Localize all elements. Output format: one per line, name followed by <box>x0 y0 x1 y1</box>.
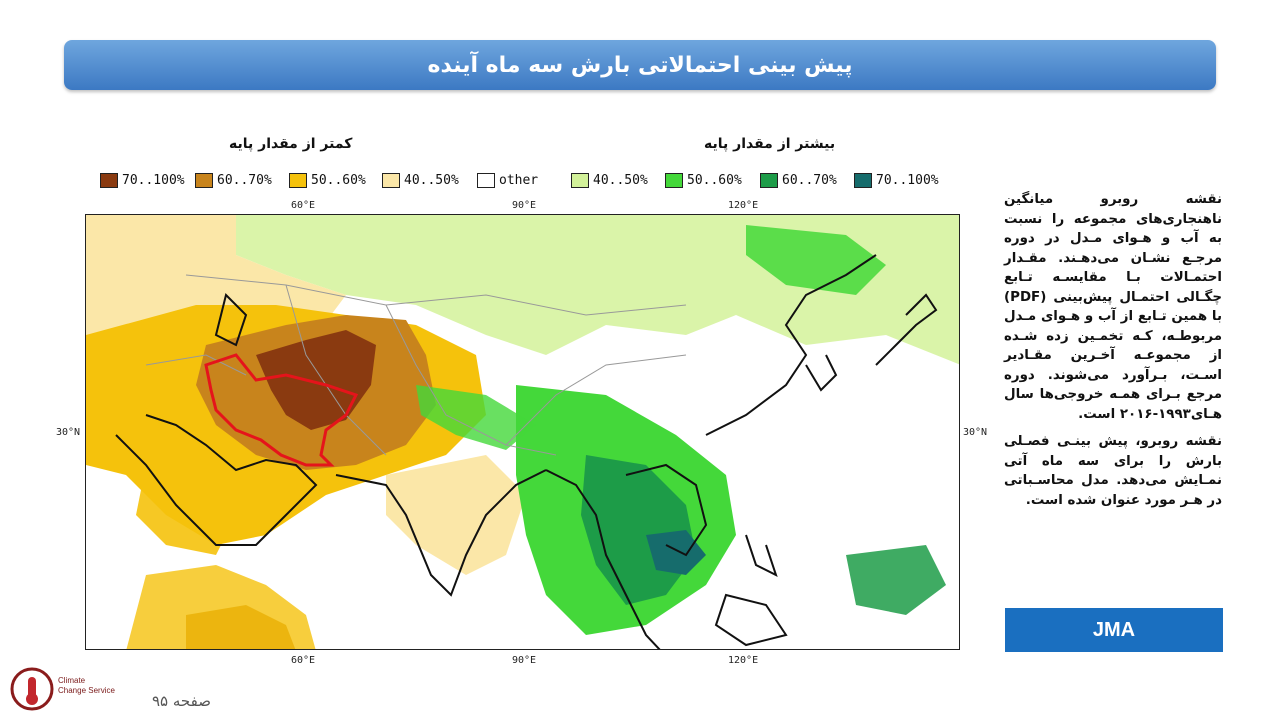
coastlines <box>115 254 938 649</box>
lon-tick-90-bottom: 90°E <box>512 655 537 666</box>
iran-border-highlight <box>204 353 359 467</box>
legend-label: 50..60% <box>687 172 742 188</box>
legend-label: 70..100% <box>876 172 939 188</box>
legend-swatch <box>665 172 683 188</box>
legend-swatch <box>100 172 118 188</box>
border-line <box>385 304 557 456</box>
lat-tick-30-left: 30°N <box>56 427 81 438</box>
climate-change-service-logo: Climate Change Service <box>6 665 136 717</box>
legend-label: 60..70% <box>782 172 837 188</box>
model-label: JMA <box>1092 618 1136 641</box>
legend-item-other: other <box>477 171 538 189</box>
yellow-region-south <box>126 565 316 649</box>
description-paragraph-2: نقشه روبرو، پیش بینـی فصـلی بارش را برای… <box>1004 434 1222 508</box>
logo-line-1: Climate <box>58 676 86 685</box>
lon-tick-120: 120°E <box>728 200 759 211</box>
legend-item-above-60-70: 60..70% <box>760 171 837 189</box>
description-panel: نقشه روبرو میانگین ناهنجاری‌های مجموعه ر… <box>1004 190 1222 518</box>
legend-item-below-50-60: 50..60% <box>289 171 366 189</box>
lon-tick-90: 90°E <box>512 200 537 211</box>
teal-region-indochina <box>646 530 706 575</box>
legend-item-above-40-50: 40..50% <box>571 171 648 189</box>
coastline-southeast-asia <box>545 469 661 649</box>
legend-label: 40..50% <box>593 172 648 188</box>
coastline-japan <box>875 293 938 366</box>
coastline-caspian <box>214 293 248 347</box>
legend-label: 60..70% <box>217 172 272 188</box>
border-line <box>505 354 687 446</box>
logo-graphic: Climate Change Service <box>10 667 115 711</box>
green-region-tibet <box>416 385 536 450</box>
coastline-borneo <box>714 593 788 647</box>
legend-swatch <box>382 172 400 188</box>
border-line <box>185 274 687 316</box>
coastline-philippines <box>745 534 778 577</box>
legend-above-title: بیشتر از مقدار پایه <box>704 136 836 152</box>
model-label-box: JMA <box>1005 608 1223 652</box>
coastline-india <box>335 469 547 597</box>
legend-swatch <box>195 172 213 188</box>
page-title: پیش بینی احتمالاتی بارش سه ماه آینده <box>427 52 853 78</box>
legend-label: other <box>499 172 539 188</box>
legend-item-below-70-100: 70..100% <box>100 171 185 189</box>
lon-tick-120-bottom: 120°E <box>728 655 759 666</box>
legend-swatch <box>854 172 872 188</box>
legend-label: 40..50% <box>404 172 459 188</box>
green-region-pacific <box>846 545 946 615</box>
legend-swatch <box>571 172 589 188</box>
dark-brown-core <box>256 330 376 430</box>
coastline-china-east <box>705 254 877 436</box>
border-line <box>145 354 247 376</box>
coastline-indochina <box>625 463 708 557</box>
legend-swatch <box>289 172 307 188</box>
coastline-korea <box>805 354 838 392</box>
lon-tick-60: 60°E <box>291 200 316 211</box>
logo-line-2: Change Service <box>58 686 115 695</box>
forecast-map <box>85 214 960 650</box>
legend-swatch <box>760 172 778 188</box>
green-region-east <box>746 225 886 295</box>
yellow-arabia-patch <box>136 465 236 555</box>
coastline-arabia <box>115 414 318 546</box>
lon-tick-60-bottom: 60°E <box>291 655 316 666</box>
lat-tick-30-right: 30°N <box>963 427 988 438</box>
legend-swatch <box>477 172 495 188</box>
legend-item-below-40-50: 40..50% <box>382 171 459 189</box>
legend-item-above-50-60: 50..60% <box>665 171 742 189</box>
legend-item-above-70-100: 70..100% <box>854 171 939 189</box>
page-number: صفحه ۹۵ <box>152 692 211 710</box>
description-paragraph-1: نقشه روبرو میانگین ناهنجاری‌های مجموعه ر… <box>1004 192 1222 422</box>
title-bar: پیش بینی احتمالاتی بارش سه ماه آینده <box>64 40 1216 90</box>
legend-below-title: کمتر از مقدار پایه <box>229 136 353 152</box>
forecast-map-svg <box>86 215 959 649</box>
legend-label: 70..100% <box>122 172 185 188</box>
light-yellow-india <box>386 455 526 575</box>
legend-item-below-60-70: 60..70% <box>195 171 272 189</box>
legend-label: 50..60% <box>311 172 366 188</box>
